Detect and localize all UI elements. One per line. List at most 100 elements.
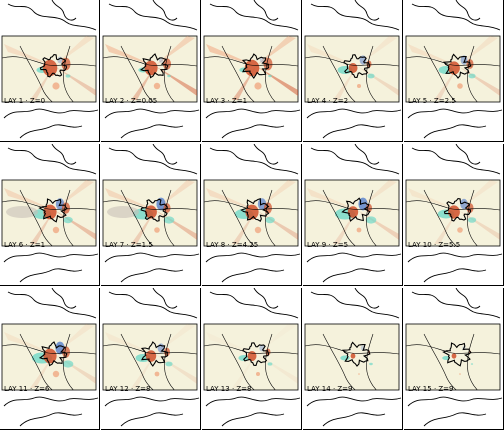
warm-anomaly	[52, 370, 60, 378]
cool-anomaly	[470, 363, 474, 365]
river-line	[354, 288, 380, 309]
boundary-line	[366, 189, 377, 246]
river-line	[253, 288, 279, 309]
boundary-line	[221, 45, 255, 102]
cool-anomaly	[62, 360, 74, 368]
boundary-line	[120, 189, 154, 246]
city-boundary	[140, 198, 168, 222]
river-line	[423, 268, 487, 283]
city-boundary	[443, 53, 472, 79]
river-line	[253, 0, 279, 21]
cool-anomaly	[369, 362, 373, 366]
boundary-line	[406, 56, 500, 67]
river-line	[3, 108, 99, 119]
plume-area	[333, 210, 357, 244]
boundary-line	[467, 189, 478, 246]
river-line	[423, 412, 487, 427]
warm-anomaly	[154, 371, 160, 377]
boundary-line	[467, 45, 478, 102]
boundary-line	[164, 189, 175, 246]
boundary-line	[19, 45, 53, 102]
panel-label: LAY 9 · Z=5	[307, 241, 349, 249]
map-panel-layer-14: LAY 14 · Z=9	[303, 288, 403, 430]
river-line	[108, 3, 198, 31]
plume-area	[155, 354, 197, 384]
river-line	[209, 3, 299, 31]
cool-anomaly	[165, 361, 173, 367]
plume-area	[256, 210, 298, 240]
cool-anomaly	[156, 197, 166, 211]
warm-anomaly	[256, 372, 260, 376]
river-line	[354, 0, 380, 21]
cool-anomaly	[367, 73, 375, 79]
map-panel-graphic	[102, 288, 200, 427]
river-line	[354, 144, 380, 165]
warm-anomaly	[254, 82, 262, 90]
plume-area	[408, 188, 458, 210]
plume-area	[256, 66, 298, 96]
map-panel-layer-2: LAY 2 · Z=0.05	[101, 0, 201, 142]
boundary-line	[164, 333, 175, 390]
city-boundary	[241, 53, 270, 79]
boundary-line	[63, 189, 74, 246]
boundary-line	[265, 189, 276, 246]
cool-anomaly	[259, 57, 265, 63]
plume-area	[333, 66, 357, 100]
panel-label: LAY 7 · Z=1.5	[105, 241, 153, 249]
boundary-line	[19, 189, 53, 246]
plume-area	[256, 354, 298, 384]
cool-anomaly	[468, 73, 476, 79]
boundary-line	[120, 45, 154, 102]
river-line	[306, 396, 402, 407]
map-panel-graphic	[203, 288, 301, 427]
river-line	[108, 147, 198, 175]
map-panel-graphic	[304, 144, 402, 283]
river-line	[152, 0, 178, 21]
river-line	[7, 147, 97, 175]
river-line	[253, 144, 279, 165]
map-panel-layer-13: LAY 13 · Z=8	[202, 288, 302, 430]
warm-anomaly	[52, 226, 60, 234]
cool-anomaly	[167, 74, 171, 78]
city-boundary	[343, 54, 370, 78]
boundary-line	[2, 56, 96, 67]
warm-anomaly	[457, 227, 463, 233]
boundary-line	[63, 45, 74, 102]
city-boundary	[442, 342, 472, 367]
river-line	[221, 412, 285, 427]
city-boundary	[240, 197, 270, 222]
map-panel-layer-11: LAY 11 · Z=6	[0, 288, 100, 430]
boundary-line	[322, 45, 356, 102]
boundary-line	[2, 200, 96, 211]
plume-area	[54, 210, 96, 240]
city-boundary	[39, 54, 67, 78]
river-line	[310, 147, 400, 175]
river-line	[209, 147, 299, 175]
river-line	[411, 147, 501, 175]
river-line	[19, 412, 83, 427]
river-line	[120, 268, 184, 283]
city-boundary	[38, 198, 68, 223]
warm-anomaly	[145, 350, 157, 362]
boundary-line	[120, 333, 154, 390]
cool-anomaly	[163, 216, 175, 224]
map-panel-layer-8: LAY 8 · Z=4.25	[202, 144, 302, 286]
map-panel-layer-10: LAY 10 · Z=5.5	[404, 144, 504, 286]
panel-label: LAY 6 · Z=1	[4, 241, 46, 249]
map-panel-layer-15: LAY 15 · Z=9	[404, 288, 504, 430]
map-panel-graphic	[102, 144, 200, 283]
panel-label: LAY 12 · Z=8	[105, 385, 151, 393]
river-line	[19, 124, 83, 139]
river-line	[205, 252, 301, 263]
neutral-area	[107, 206, 139, 218]
plume-area	[206, 188, 256, 210]
city-boundary	[139, 53, 169, 79]
boundary-line	[63, 333, 74, 390]
boundary-line	[305, 344, 399, 355]
plume-area	[307, 188, 357, 210]
river-line	[104, 252, 200, 263]
cool-anomaly	[442, 356, 450, 360]
warm-anomaly	[459, 373, 461, 375]
boundary-line	[221, 333, 255, 390]
map-panel-graphic	[1, 144, 99, 283]
